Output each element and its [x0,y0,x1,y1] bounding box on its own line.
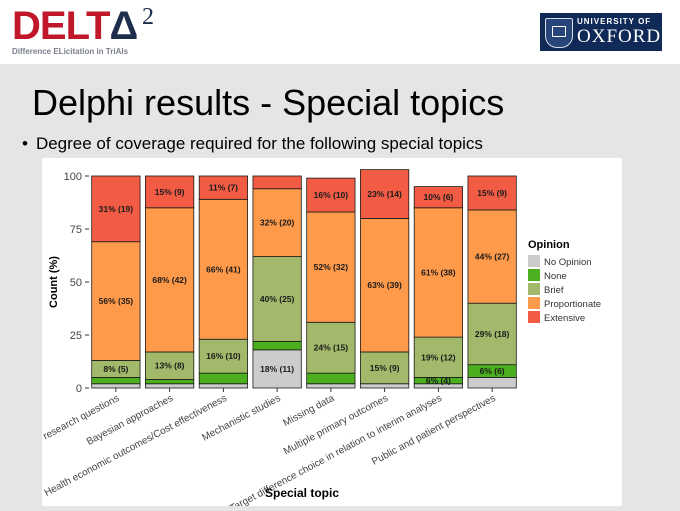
data-label: 40% (25) [260,294,295,304]
bar-segment [413,186,463,209]
data-label: 31% (19) [99,204,134,214]
data-label: 61% (38) [421,267,456,277]
data-label: 23% (14) [367,189,402,199]
y-tick-label: 100 [64,171,82,183]
y-tick-label: 75 [70,224,82,236]
data-label: 19% (12) [421,352,456,362]
bar-segment [252,256,302,342]
legend-title: Opinion [528,239,570,251]
legend-swatch [528,297,540,309]
bar-segment [91,241,141,361]
bar-segment [198,383,248,389]
bar-segment [198,372,248,385]
data-label: 13% (8) [155,361,185,371]
bar-segment [91,175,141,243]
legend-label: Brief [544,285,564,296]
bar-segment [360,218,410,353]
data-label: 56% (35) [99,296,134,306]
data-label: 6% (6) [480,366,505,376]
chart-panel: 0 25 50 75 100 8% (5) 56% (35) 31% (19) 13% (8) 6… [42,158,622,506]
data-label: 52% (32) [314,262,349,272]
bar-segment [413,207,463,338]
legend-label: No Opinion [544,257,592,268]
data-label: 11% (7) [209,183,238,193]
bar-segment [145,351,195,380]
bar-segment [306,383,356,389]
data-label: 66% (41) [206,264,241,274]
bar-segment [252,175,302,190]
bar-segment [467,302,517,366]
bar-segment [91,383,141,389]
bar-segment [413,336,463,378]
legend-label: Proportionate [544,299,601,310]
y-tick-label: 50 [70,277,82,289]
bar-segment [306,211,356,323]
bar-segment [145,379,195,385]
data-label: 29% (18) [475,329,510,339]
oxford-crest-icon [545,18,573,48]
data-label: 32% (20) [260,218,295,228]
data-label: 18% (11) [260,364,294,374]
bar-segment [145,383,195,389]
legend-swatch [528,311,540,323]
data-label: 16% (10) [314,190,349,200]
legend-swatch [528,269,540,281]
data-label: 63% (39) [367,280,402,290]
bar-segment [252,340,302,351]
bar-segment [360,383,410,389]
y-tick-label: 0 [76,383,82,395]
bar-segment [198,175,248,200]
legend-swatch [528,283,540,295]
bar-segment [360,169,410,219]
data-label: 6% (4) [426,376,451,386]
bar-segment [198,338,248,374]
bar-segment [252,349,302,389]
data-label: 15% (9) [155,187,185,197]
bar-segment [360,351,410,385]
bar-segment [306,321,356,374]
y-tick-label: 25 [70,330,82,342]
bar-segment [467,376,517,389]
delta-logo-wordmark: DELTΔ [12,4,138,48]
bar-segment [306,177,356,213]
data-label: 24% (15) [314,343,349,353]
bar-segment [467,209,517,304]
stacked-bar-chart: 0 25 50 75 100 8% (5) 56% (35) 31% (19) 13% (8) 6… [42,169,601,506]
bar-segment [467,175,517,211]
bar-segment [91,376,141,385]
slide-title: Delphi results - Special topics [32,82,505,123]
bar-segment [145,175,195,209]
legend-swatch [528,255,540,267]
legend-label: None [544,271,567,282]
slide-header: DELTΔ 2 Difference ELicitation in TriAls… [0,0,680,64]
y-axis-title: Count (%) [48,256,60,308]
legend-label: Extensive [544,313,585,324]
bar-segment [198,198,248,340]
delta2-logo: DELTΔ 2 Difference ELicitation in TriAls [12,4,182,58]
oxford-logo: UNIVERSITY OF OXFORD [540,13,662,51]
bullet-text: Degree of coverage required for the foll… [35,134,483,153]
data-label: 15% (9) [477,188,507,198]
data-label: 44% (27) [475,252,510,262]
oxford-logo-line2: OXFORD [577,26,662,47]
x-tick-label: Bayesian approaches [85,393,175,448]
bar-segment [252,188,302,257]
delta-logo-superscript: 2 [142,4,154,30]
x-axis-title: Special topic [265,486,339,500]
data-label: 16% (10) [206,351,241,361]
data-label: 68% (42) [152,275,187,285]
delta-logo-tagline: Difference ELicitation in TriAls [12,47,129,56]
bullet-marker: • [22,134,28,153]
data-label: 15% (9) [370,363,400,373]
data-label: 8% (5) [103,364,128,374]
oxford-logo-line1: UNIVERSITY OF [577,17,652,26]
x-tick-label: Health economic outcomes/Cost effectiven… [43,393,229,499]
bullet-point: • Degree of coverage required for the fol… [22,133,483,155]
bar-segment [306,372,356,385]
data-label: 10% (6) [423,192,453,202]
